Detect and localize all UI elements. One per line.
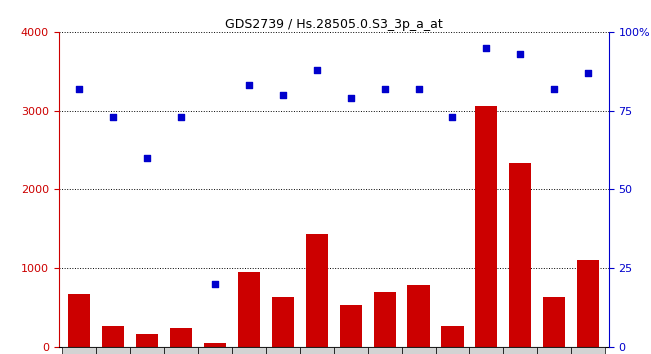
Point xyxy=(142,155,152,161)
Point xyxy=(481,45,492,50)
Point xyxy=(346,95,356,101)
Point xyxy=(380,86,390,91)
Bar xyxy=(68,294,90,347)
Point xyxy=(74,86,84,91)
Bar xyxy=(441,326,464,347)
Bar xyxy=(374,292,396,347)
Bar xyxy=(204,343,226,347)
Bar xyxy=(509,164,531,347)
Point xyxy=(515,51,525,57)
Point xyxy=(210,281,220,287)
Point xyxy=(447,114,458,120)
Point xyxy=(176,114,186,120)
Point xyxy=(107,114,118,120)
Title: GDS2739 / Hs.28505.0.S3_3p_a_at: GDS2739 / Hs.28505.0.S3_3p_a_at xyxy=(225,18,443,31)
Bar xyxy=(544,297,565,347)
Bar xyxy=(340,305,362,347)
Bar xyxy=(475,106,497,347)
Bar xyxy=(102,326,124,347)
Point xyxy=(243,82,254,88)
Point xyxy=(311,67,322,73)
Bar xyxy=(170,328,192,347)
Bar xyxy=(136,334,158,347)
Bar xyxy=(577,260,600,347)
Bar xyxy=(238,272,260,347)
Point xyxy=(549,86,560,91)
Bar xyxy=(271,297,294,347)
Bar xyxy=(408,285,430,347)
Point xyxy=(413,86,424,91)
Bar xyxy=(305,234,327,347)
Point xyxy=(277,92,288,98)
Point xyxy=(583,70,594,76)
